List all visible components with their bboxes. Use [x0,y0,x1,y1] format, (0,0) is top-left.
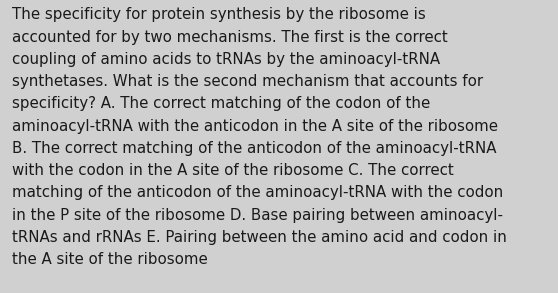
Text: B. The correct matching of the anticodon of the aminoacyl-tRNA: B. The correct matching of the anticodon… [12,141,497,156]
Text: tRNAs and rRNAs E. Pairing between the amino acid and codon in: tRNAs and rRNAs E. Pairing between the a… [12,230,507,245]
Text: coupling of amino acids to tRNAs by the aminoacyl-tRNA: coupling of amino acids to tRNAs by the … [12,52,440,67]
Text: specificity? A. The correct matching of the codon of the: specificity? A. The correct matching of … [12,96,431,111]
Text: synthetases. What is the second mechanism that accounts for: synthetases. What is the second mechanis… [12,74,483,89]
Text: with the codon in the A site of the ribosome C. The correct: with the codon in the A site of the ribo… [12,163,454,178]
Text: the A site of the ribosome: the A site of the ribosome [12,252,208,267]
Text: aminoacyl-tRNA with the anticodon in the A site of the ribosome: aminoacyl-tRNA with the anticodon in the… [12,119,498,134]
Text: The specificity for protein synthesis by the ribosome is: The specificity for protein synthesis by… [12,7,426,22]
Text: matching of the anticodon of the aminoacyl-tRNA with the codon: matching of the anticodon of the aminoac… [12,185,503,200]
Text: in the P site of the ribosome D. Base pairing between aminoacyl-: in the P site of the ribosome D. Base pa… [12,208,503,223]
Text: accounted for by two mechanisms. The first is the correct: accounted for by two mechanisms. The fir… [12,30,448,45]
